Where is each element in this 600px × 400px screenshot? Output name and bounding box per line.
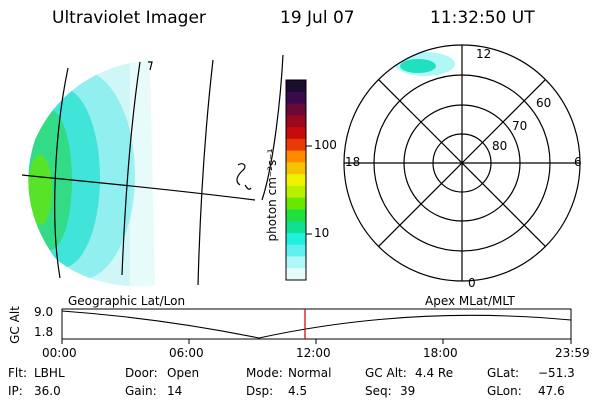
time-label: 11:32:50 UT <box>430 8 535 28</box>
colorbar-units-label: photon cm⁻²s⁻¹ <box>265 148 279 242</box>
colorbar-segment <box>286 268 306 281</box>
flt-key: Flt: <box>8 366 27 380</box>
ytick-9: 9.0 <box>34 305 54 319</box>
lat-label-70: 70 <box>512 119 528 133</box>
xtick-1800: 18:00 <box>423 346 458 360</box>
colorbar-segment <box>286 232 306 246</box>
lat-lon-grid <box>21 54 284 286</box>
gc-alt-key: GC Alt: <box>365 366 407 380</box>
mode-key: Mode: <box>246 366 283 380</box>
app-title: Ultraviolet Imager <box>52 8 206 28</box>
door-key: Door: <box>125 366 158 380</box>
ip-value: 36.0 <box>34 384 61 398</box>
door-value: Open <box>167 366 200 380</box>
dsp-value: 4.5 <box>288 384 308 398</box>
gain-key: Gain: <box>125 384 157 398</box>
colorbar-segment <box>286 221 306 234</box>
lat-label-60: 60 <box>536 96 552 110</box>
colorbar-tick-100: 100 <box>314 138 337 152</box>
geo-lat-lon-label: Geographic Lat/Lon <box>68 294 186 308</box>
xtick-0000: 00:00 <box>42 346 77 360</box>
xtick-1200: 12:00 <box>296 346 331 360</box>
mlt-label-0: 0 <box>468 276 476 290</box>
glat-value: −51.3 <box>538 366 575 380</box>
flt-value: LBHL <box>34 366 65 380</box>
glon-key: GLon: <box>487 384 522 398</box>
mlt-label-12: 12 <box>476 47 492 61</box>
ytick-1-8: 1.8 <box>34 325 54 339</box>
colorbar-segment <box>286 244 306 257</box>
gain-value: 14 <box>167 384 183 398</box>
xtick-0600: 06:00 <box>169 346 204 360</box>
glat-key: GLat: <box>487 366 520 380</box>
date-label: 19 Jul 07 <box>280 8 355 28</box>
colorbar-segment <box>286 174 306 187</box>
seq-key: Seq: <box>365 384 392 398</box>
mlt-label-18: 18 <box>345 155 361 169</box>
ip-key: IP: <box>8 384 23 398</box>
xtick-2359: 23:59 <box>555 346 590 360</box>
colorbar-tick-10: 10 <box>314 226 330 240</box>
colorbar-segment <box>286 256 306 269</box>
colorbar-segment <box>286 127 306 140</box>
colorbar-segment <box>286 80 306 93</box>
lat-label-80: 80 <box>492 139 508 153</box>
colorbar-segment <box>286 103 306 116</box>
colorbar-segment <box>286 91 306 105</box>
apex-mlat-mlt-label: Apex MLat/MLT <box>425 294 515 308</box>
gc-alt-value: 4.4 Re <box>415 366 454 380</box>
colorbar-segment <box>286 197 306 210</box>
timeline-plot <box>61 308 572 344</box>
colorbar-segment <box>286 162 306 175</box>
colorbar-segment <box>286 209 306 222</box>
colorbar-segment <box>286 138 306 152</box>
seq-value: 39 <box>400 384 416 398</box>
colorbar <box>285 79 312 281</box>
geographic-image-panel <box>21 54 284 287</box>
colorbar-segment <box>286 185 306 199</box>
mlt-label-6: 6 <box>574 155 582 169</box>
dsp-key: Dsp: <box>246 384 274 398</box>
polar-plot <box>343 44 581 282</box>
colorbar-segment <box>286 115 306 128</box>
glon-value: 47.6 <box>538 384 565 398</box>
mode-value: Normal <box>288 366 332 380</box>
colorbar-segment <box>286 150 306 163</box>
gc-alt-axis-label: GC Alt <box>7 306 22 344</box>
